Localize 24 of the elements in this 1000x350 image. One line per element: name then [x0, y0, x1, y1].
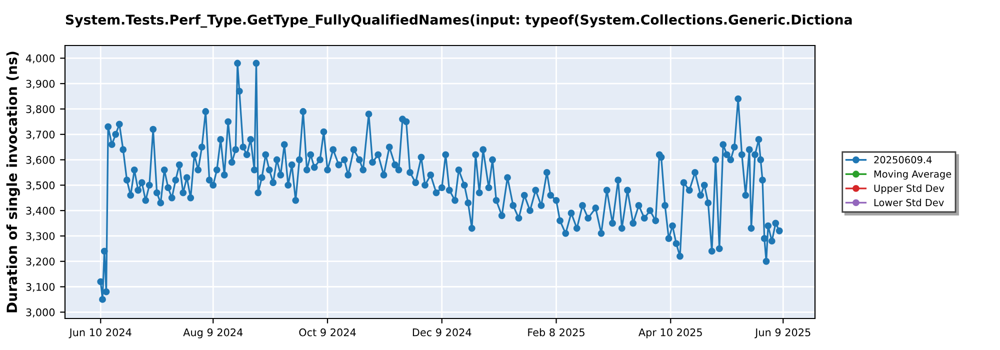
y-tick-label: 4,000 — [26, 54, 55, 64]
y-tick-label: 3,500 — [26, 181, 55, 190]
legend-label: Lower Std Dev — [874, 198, 944, 206]
y-tick-label: 3,900 — [26, 80, 55, 89]
x-tick-label: Feb 8 2025 — [528, 328, 584, 336]
legend-label: Moving Average — [874, 170, 952, 180]
legend-label: 20250609.4 — [874, 156, 932, 164]
x-tick-label: Jun 9 2025 — [754, 328, 810, 338]
chart-title: System.Tests.Perf_Type.GetType_FullyQualifiedNames(input: typeof(System.Collections.Generic.Dictiona — [66, 14, 852, 28]
y-tick-label: 3,400 — [26, 206, 55, 216]
legend-label: Upper Std Dev — [874, 184, 944, 194]
x-tick-label: Apr 10 2025 — [638, 328, 702, 338]
y-tick-label: 3,800 — [26, 105, 55, 114]
y-tick-label: 3,200 — [26, 258, 55, 267]
y-tick-label: 3,700 — [26, 130, 55, 140]
y-tick-label: 3,600 — [26, 156, 55, 165]
x-tick-label: Oct 9 2024 — [299, 328, 356, 336]
y-axis-title: Duration of single invocation (ns) — [6, 52, 20, 312]
y-tick-label: 3,300 — [26, 232, 55, 242]
x-tick-label: Dec 9 2024 — [412, 328, 472, 336]
x-tick-label: Aug 9 2024 — [183, 328, 243, 338]
x-tick-label: Jun 10 2024 — [68, 328, 132, 338]
y-tick-label: 3,000 — [26, 308, 55, 318]
y-tick-label: 3,100 — [26, 282, 55, 292]
